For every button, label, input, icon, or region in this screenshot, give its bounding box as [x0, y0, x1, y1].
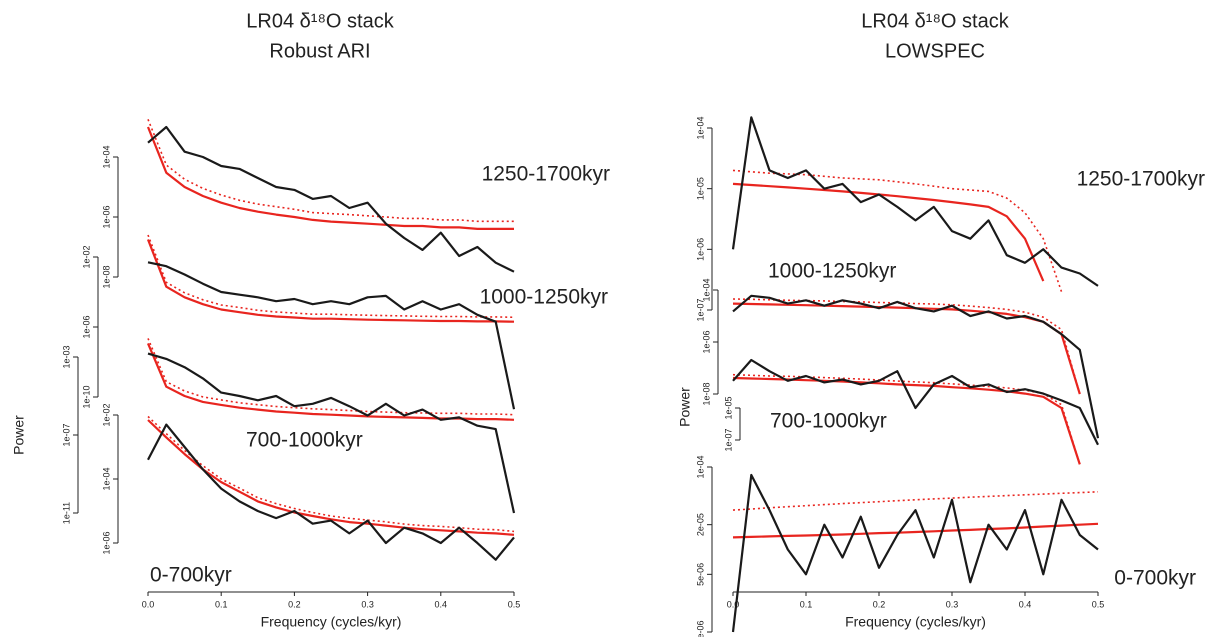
- fit-line: [146, 126, 514, 230]
- panel-label: 1000-1250kyr: [768, 260, 896, 283]
- x-tick-label: 0.2: [873, 599, 886, 609]
- y-tick-label: 2e-05: [695, 513, 705, 536]
- panel-label: 700-1000kyr: [246, 429, 363, 452]
- spectrum-line: [731, 473, 1099, 633]
- spectrum-line: [732, 358, 1099, 446]
- panel-label: 0-700kyr: [1114, 567, 1196, 590]
- y-tick-label: 1e-06: [695, 238, 705, 261]
- x-axis-label: Frequency (cycles/kyr): [845, 614, 986, 630]
- y-axis-label: Power: [11, 415, 27, 455]
- y-tick-label: 1e-07: [723, 428, 733, 451]
- fit-line: [732, 522, 1099, 539]
- panel-label: 1000-1250kyr: [480, 286, 608, 309]
- fit-line: [732, 182, 1045, 282]
- fit-line: [146, 239, 515, 323]
- panel-label: 700-1000kyr: [770, 410, 887, 433]
- y-tick-label: 1e-04: [695, 455, 705, 478]
- y-tick-label: 1e-05: [695, 177, 705, 200]
- fit-confidence-line: [147, 338, 515, 416]
- chart-title: LR04 δ¹⁸O stack: [246, 10, 394, 32]
- panel-label: 0-700kyr: [150, 564, 232, 587]
- spectrum-line: [147, 423, 515, 561]
- spectrum-line: [147, 125, 515, 273]
- y-tick-label: 1e-04: [101, 145, 111, 168]
- y-tick-label: 1e-06: [81, 315, 91, 338]
- y-tick-label: 1e-02: [81, 245, 91, 268]
- chart-title: LR04 δ¹⁸O stack: [861, 10, 1009, 32]
- y-tick-label: 1e-06: [101, 531, 111, 554]
- y-tick-label: 1e-05: [723, 396, 733, 419]
- x-tick-label: 0.3: [946, 599, 959, 609]
- y-tick-label: 1e-04: [701, 278, 711, 301]
- x-tick-label: 0.2: [288, 599, 301, 609]
- chart-subtitle: LOWSPEC: [885, 40, 985, 62]
- x-tick-label: 0.1: [215, 599, 228, 609]
- x-tick-label: 0.5: [508, 599, 521, 609]
- x-axis-label: Frequency (cycles/kyr): [261, 614, 402, 630]
- y-tick-label: 1e-08: [101, 265, 111, 288]
- x-tick-label: 0.4: [435, 599, 448, 609]
- fit-confidence-line: [732, 491, 1099, 511]
- x-tick-label: 0.4: [1019, 599, 1032, 609]
- y-tick-label: 1e-07: [695, 298, 705, 321]
- x-tick-label: 0.3: [361, 599, 374, 609]
- fit-confidence-line: [732, 169, 1063, 292]
- spectrum-line: [147, 261, 516, 410]
- spectrum-line: [731, 116, 1099, 287]
- fit-line: [146, 342, 515, 421]
- x-tick-label: 0.5: [1092, 599, 1105, 609]
- chart-subtitle: Robust ARI: [269, 40, 370, 62]
- fit-line: [147, 419, 515, 536]
- y-tick-label: 1e-08: [701, 382, 711, 405]
- y-tick-label: 1e-06: [101, 205, 111, 228]
- y-tick-label: 1e-06: [701, 330, 711, 353]
- x-tick-label: 0.0: [727, 599, 740, 609]
- y-tick-label: 1e-04: [101, 467, 111, 490]
- spectrum-line: [732, 294, 1100, 439]
- y-axis-label: Power: [677, 387, 693, 427]
- y-tick-label: 1e-03: [61, 345, 71, 368]
- panel-label: 1250-1700kyr: [482, 163, 610, 186]
- x-tick-label: 0.1: [800, 599, 813, 609]
- panel-label: 1250-1700kyr: [1077, 168, 1205, 191]
- y-tick-label: 1e-02: [101, 403, 111, 426]
- y-tick-label: 5e-06: [695, 563, 705, 586]
- spectrum-line: [147, 352, 516, 514]
- x-tick-label: 0.0: [142, 599, 155, 609]
- fit-confidence-line: [147, 415, 515, 533]
- y-tick-label: 1e-04: [695, 116, 705, 139]
- y-tick-label: 1e-10: [81, 385, 91, 408]
- y-tick-label: 1e-07: [61, 423, 71, 446]
- y-tick-label: 1e-11: [61, 502, 71, 524]
- fit-confidence-line: [147, 119, 514, 223]
- fit-confidence-line: [147, 234, 515, 319]
- y-tick-label: 1e-06: [695, 620, 705, 637]
